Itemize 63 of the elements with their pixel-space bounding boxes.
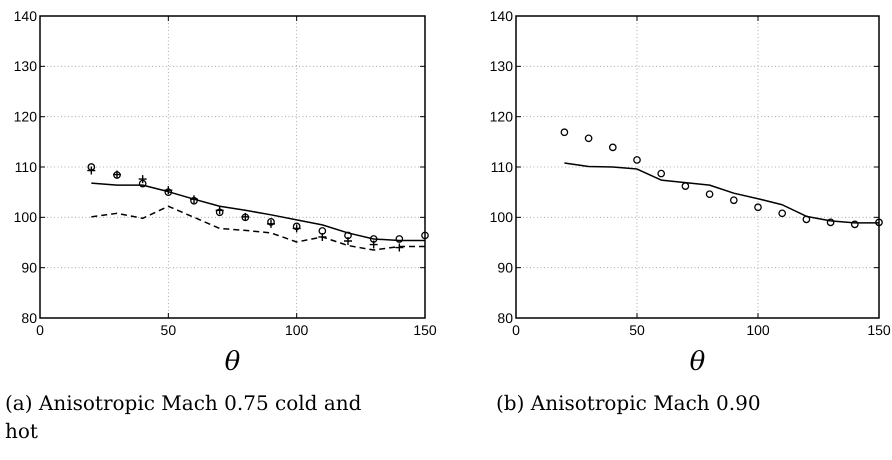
point — [86, 166, 96, 176]
x-axis-title: θ — [224, 347, 241, 377]
point — [875, 218, 883, 226]
y-tick-label: 100 — [490, 209, 514, 226]
y-tick-label: 110 — [14, 158, 38, 175]
point — [778, 209, 786, 218]
point — [214, 206, 224, 215]
x-tick-label: 100 — [746, 322, 770, 338]
y-tick-label: 110 — [490, 158, 514, 175]
x-tick-label: 50 — [160, 322, 176, 338]
point — [682, 182, 690, 190]
x-tick-label: 150 — [867, 322, 891, 338]
text: (a) Anisotropic Mach 0.75 cold and hot — [5, 391, 362, 443]
point — [370, 235, 378, 243]
y-tick-label: 120 — [490, 108, 514, 125]
point — [87, 163, 96, 171]
point — [584, 134, 592, 142]
point — [292, 222, 301, 230]
point — [318, 227, 326, 235]
point — [802, 215, 810, 224]
x-tick-label: 0 — [36, 322, 44, 338]
point — [138, 174, 148, 184]
point — [608, 144, 617, 152]
point — [850, 220, 859, 228]
point — [421, 232, 429, 240]
x-tick-label: 100 — [284, 322, 309, 338]
point — [633, 156, 641, 164]
point — [706, 190, 714, 198]
y-tick-label: 120 — [14, 108, 38, 125]
point — [292, 224, 302, 234]
point — [657, 170, 666, 178]
point — [189, 194, 199, 204]
point — [394, 242, 404, 252]
point — [138, 180, 147, 188]
point — [368, 240, 378, 250]
point — [318, 232, 328, 242]
point — [730, 196, 738, 204]
point — [216, 208, 224, 216]
point — [267, 218, 275, 226]
y-tick-label: 80 — [21, 310, 38, 326]
point — [164, 188, 172, 196]
y-tick-label: 90 — [21, 260, 38, 276]
point — [343, 236, 353, 246]
x-tick-label: 150 — [413, 322, 437, 338]
y-tick-label: 130 — [490, 58, 514, 74]
text: (b) Anisotropic Mach 0.90 — [496, 391, 761, 415]
y-tick-label: 90 — [497, 260, 514, 276]
x-tick-label: 0 — [512, 322, 520, 338]
point — [164, 185, 174, 195]
point — [754, 203, 762, 212]
y-tick-label: 140 — [490, 8, 514, 24]
y-tick-label: 80 — [497, 310, 514, 326]
point — [560, 128, 568, 136]
point — [266, 219, 276, 229]
point — [344, 232, 352, 240]
point — [395, 235, 404, 243]
y-tick-label: 100 — [14, 209, 38, 226]
y-tick-label: 140 — [14, 8, 38, 24]
point — [826, 218, 834, 226]
point — [190, 196, 198, 205]
x-tick-label: 50 — [629, 322, 645, 338]
x-axis-title: θ — [690, 347, 706, 377]
y-tick-label: 130 — [14, 58, 38, 74]
